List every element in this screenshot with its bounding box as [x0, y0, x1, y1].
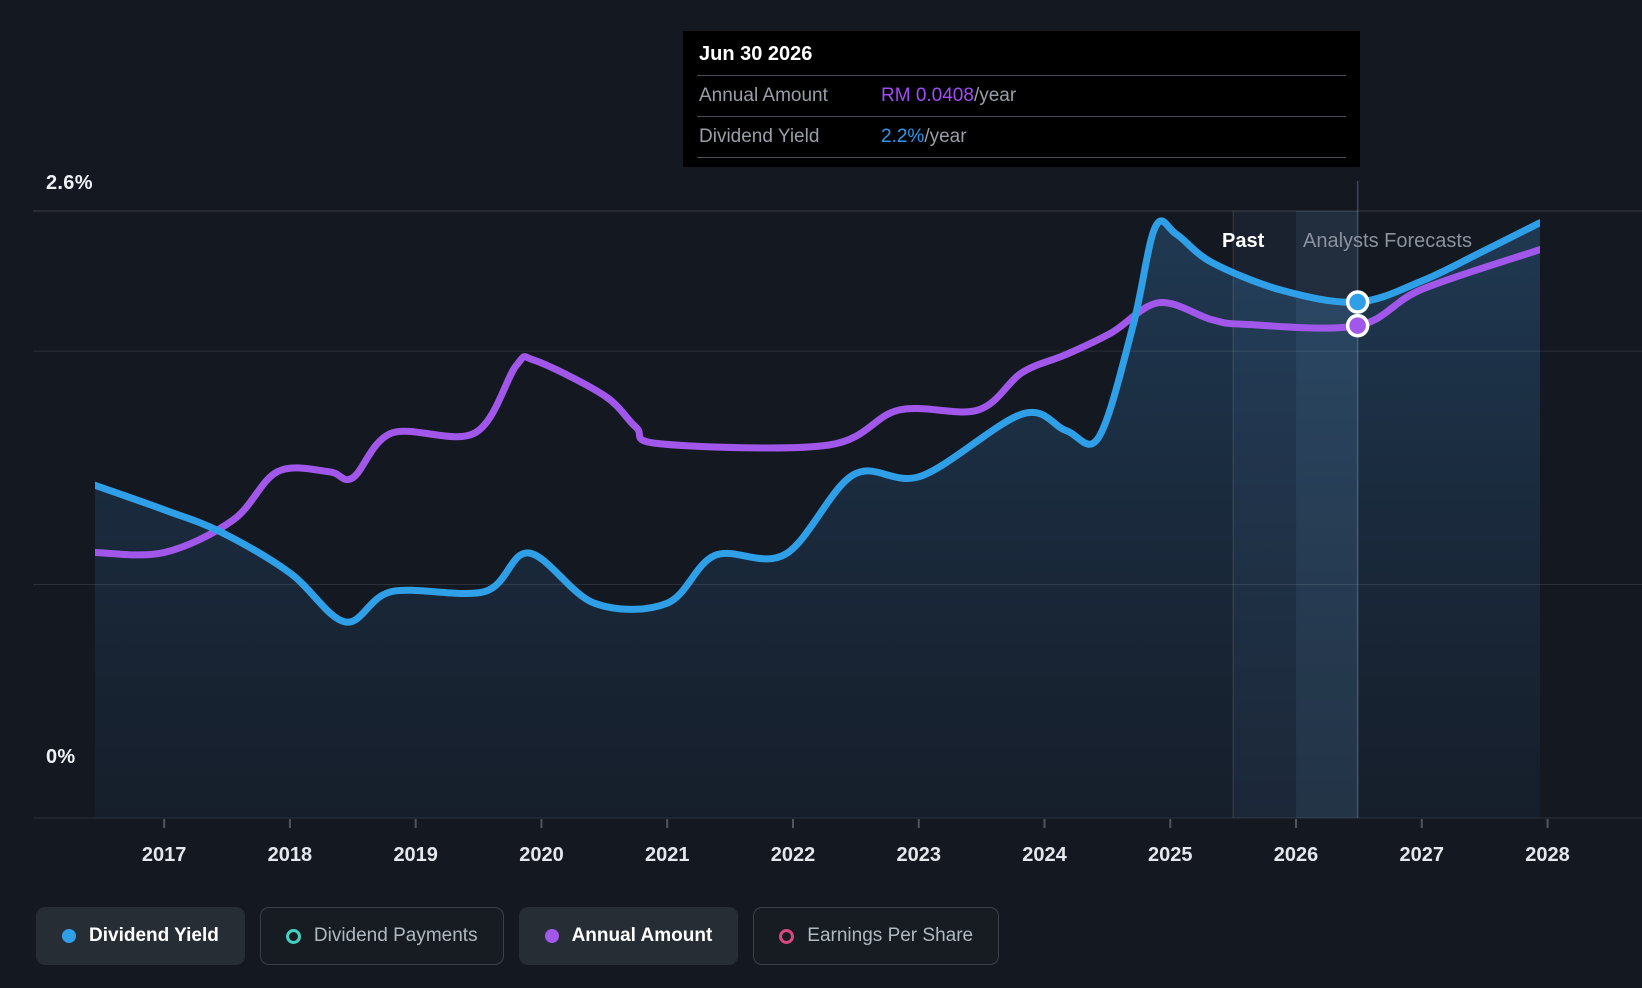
- forecast-highlight-band-dim: [1233, 211, 1297, 818]
- tooltip-footer-rule: [697, 157, 1346, 167]
- y-axis-max-label: 2.6%: [46, 172, 93, 194]
- legend-filled-dot-icon: [62, 929, 76, 943]
- x-tick-label-2021: 2021: [645, 844, 690, 866]
- hover-tooltip: Jun 30 2026 Annual Amount RM 0.0408/year D…: [683, 31, 1360, 167]
- forecast-highlight-band-bright: [1296, 211, 1358, 818]
- legend-button-earnings-per-share[interactable]: Earnings Per Share: [753, 907, 1000, 965]
- dividend-yield-line: [95, 217, 1540, 626]
- legend-button-annual-amount[interactable]: Annual Amount: [518, 907, 739, 965]
- legend-label: Earnings Per Share: [807, 925, 974, 946]
- x-tick-label-2025: 2025: [1148, 844, 1193, 866]
- tooltip-date: Jun 30 2026: [699, 43, 813, 65]
- tooltip-row-value: RM 0.0408: [881, 85, 974, 106]
- x-tick-label-2027: 2027: [1400, 844, 1445, 866]
- x-tick-label-2019: 2019: [393, 844, 438, 866]
- legend-label: Dividend Payments: [313, 925, 478, 946]
- x-tick-label-2020: 2020: [519, 844, 564, 866]
- x-tick-label-2022: 2022: [771, 844, 816, 866]
- x-tick-label-2023: 2023: [896, 844, 941, 866]
- legend-button-dividend-yield[interactable]: Dividend Yield: [36, 907, 245, 965]
- tooltip-row-suffix: /year: [924, 126, 967, 147]
- tooltip-row-value: 2.2%: [881, 126, 925, 147]
- analysts-forecasts-region-label: Analysts Forecasts: [1303, 230, 1472, 252]
- x-tick-label-2026: 2026: [1274, 844, 1319, 866]
- x-tick-label-2018: 2018: [268, 844, 313, 866]
- x-tick-label-2017: 2017: [142, 844, 187, 866]
- annual-amount-line: [95, 246, 1540, 559]
- series-legend: Dividend Yield Dividend Payments Annual Am…: [36, 907, 1000, 965]
- x-tick-label-2028: 2028: [1525, 844, 1570, 866]
- tooltip-row-suffix: /year: [973, 85, 1017, 106]
- tooltip-row: Annual Amount RM 0.0408/year: [697, 75, 1346, 116]
- legend-filled-dot-icon: [544, 929, 559, 943]
- y-axis-zero-label: 0%: [46, 746, 76, 768]
- tooltip-row: Dividend Yield 2.2%/year: [697, 116, 1346, 157]
- legend-ring-dot-icon: [285, 928, 301, 944]
- x-tick-label-2024: 2024: [1022, 844, 1067, 866]
- tooltip-row-label: Annual Amount: [699, 85, 828, 106]
- dividend-yield-hover-dot: [1345, 290, 1370, 314]
- past-region-label: Past: [1222, 230, 1265, 252]
- legend-label: Dividend Yield: [89, 925, 219, 946]
- annual-amount-hover-dot: [1345, 313, 1370, 338]
- legend-button-dividend-payments[interactable]: Dividend Payments: [259, 907, 504, 965]
- legend-label: Annual Amount: [571, 925, 713, 946]
- tooltip-row-label: Dividend Yield: [699, 126, 820, 147]
- legend-ring-dot-icon: [779, 928, 795, 944]
